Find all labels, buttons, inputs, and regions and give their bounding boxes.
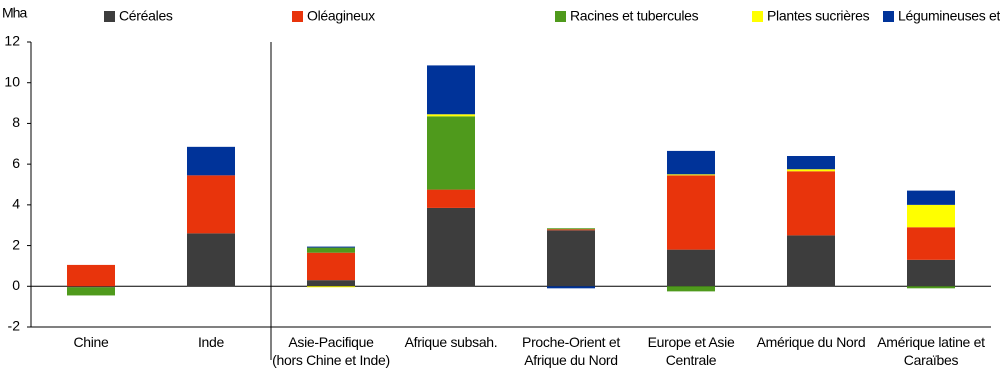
- bar-segment: [307, 252, 355, 281]
- bar-segment: [67, 264, 115, 287]
- y-axis-label: Mha: [2, 5, 27, 21]
- bar-segment: [547, 230, 595, 287]
- x-tick-label: Afrique subsah.: [404, 334, 498, 350]
- legend-label: Racines et tubercules: [570, 8, 699, 24]
- x-tick-label: Proche-Orient et Afrique du Nord: [522, 334, 620, 368]
- legend-swatch: [555, 11, 566, 22]
- bar-segment: [667, 175, 715, 250]
- bar-segment: [547, 286, 595, 289]
- legend-label: Plantes sucrières: [767, 8, 870, 24]
- bar-segment: [907, 227, 955, 260]
- bar-segment: [787, 169, 835, 172]
- y-tick-label: 0: [12, 277, 20, 293]
- legend-label: Céréales: [119, 8, 173, 24]
- bar-segment: [547, 229, 595, 231]
- y-tick-label: 8: [12, 114, 20, 130]
- bar-segment: [787, 171, 835, 236]
- bar-segment: [187, 146, 235, 176]
- bar-segment: [667, 174, 715, 176]
- bar-segment: [907, 286, 955, 289]
- bar-segment: [667, 249, 715, 287]
- bar-segment: [307, 280, 355, 287]
- bar-segment: [427, 114, 475, 117]
- legend-swatch: [883, 11, 894, 22]
- bar-segment: [187, 175, 235, 234]
- y-tick-label: 2: [12, 236, 20, 252]
- bar-segment: [427, 65, 475, 115]
- legend-swatch: [292, 11, 303, 22]
- x-tick-label: Amérique du Nord: [756, 334, 866, 350]
- legend-label: Oléagineux: [307, 8, 375, 24]
- y-tick-label: -2: [8, 318, 21, 334]
- bar-segment: [907, 259, 955, 287]
- bar-segment: [787, 235, 835, 287]
- y-tick-label: 10: [4, 73, 20, 89]
- bar-segment: [67, 287, 115, 296]
- bar-segment: [907, 190, 955, 205]
- bar-segment: [427, 207, 475, 287]
- x-tick-label: Chine: [73, 334, 109, 350]
- y-tick-label: 4: [12, 196, 20, 212]
- x-tick-label: Amérique latine et Caraïbes: [877, 334, 985, 368]
- bar-segment: [307, 286, 355, 288]
- legend-swatch: [752, 11, 763, 22]
- bar-segment: [667, 150, 715, 175]
- x-tick-label: Inde: [197, 334, 225, 350]
- y-tick-label: 12: [4, 33, 20, 49]
- bar-segment: [427, 116, 475, 190]
- bar-segment: [307, 247, 355, 253]
- x-tick-label: Europe et Asie Centrale: [647, 334, 735, 368]
- x-tick-label: Asie-Pacifique (hors Chine et Inde): [272, 334, 390, 368]
- bar-segment: [787, 156, 835, 170]
- bar-segment: [187, 233, 235, 287]
- bar-segment: [667, 286, 715, 292]
- legend-swatch: [104, 11, 115, 22]
- y-tick-label: 6: [12, 155, 20, 171]
- bar-segment: [427, 189, 475, 208]
- bar-segment: [907, 204, 955, 228]
- bar-segment: [547, 228, 595, 230]
- bar-segment: [67, 286, 115, 288]
- legend-label: Légumineuses et coton: [898, 8, 1000, 24]
- bar-segment: [307, 246, 355, 248]
